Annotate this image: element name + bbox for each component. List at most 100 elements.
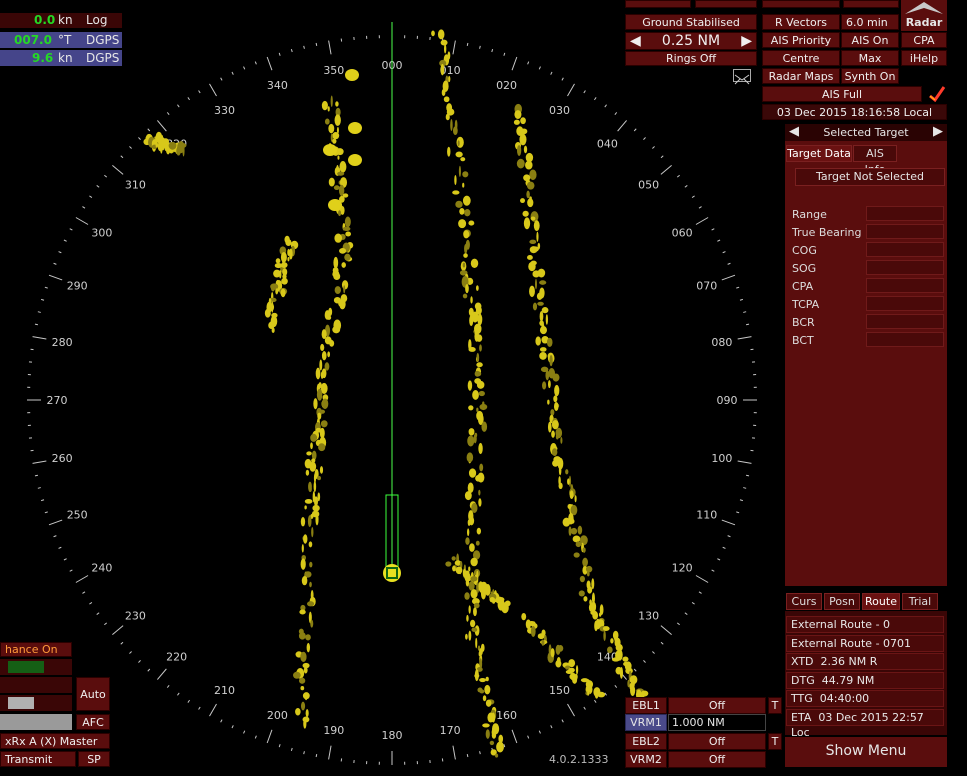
centre-button[interactable]: Centre (762, 50, 840, 66)
radar-echo (304, 498, 313, 504)
synth-on-button[interactable]: Synth On (841, 68, 899, 84)
vrm1-label[interactable]: VRM1 (625, 714, 667, 731)
vrm2-value[interactable]: Off (668, 751, 766, 768)
range-decrease-icon[interactable]: ◀ (630, 33, 641, 49)
cpa-button[interactable]: CPA (901, 32, 947, 48)
rings-button[interactable]: Rings Off (625, 51, 757, 66)
mail-icon[interactable] (733, 69, 751, 85)
radar-echo (516, 126, 524, 136)
radar-maps-button[interactable]: Radar Maps (762, 68, 840, 84)
field-bct-label: BCT (792, 334, 814, 347)
radar-echo (284, 235, 290, 244)
external-route-0701[interactable]: External Route - 0701 (786, 635, 944, 652)
tab-posn[interactable]: Posn (824, 593, 860, 610)
vrm1-value[interactable]: 1.000 NM (668, 714, 766, 731)
radar-echo (275, 258, 281, 264)
vrm2-label[interactable]: VRM2 (625, 751, 667, 768)
transceiver-select[interactable]: xRx A (X) Master (0, 733, 110, 749)
top-partial-button-4[interactable] (843, 0, 899, 8)
sp-button[interactable]: SP (78, 751, 110, 767)
auto-button[interactable]: Auto (76, 677, 110, 711)
radar-echo (314, 469, 319, 480)
radar-echo (465, 537, 470, 545)
show-menu-button[interactable]: Show Menu (785, 737, 947, 767)
top-partial-button-3[interactable] (762, 0, 840, 8)
radar-mode-button[interactable]: Radar (901, 0, 947, 31)
radar-echo (528, 261, 536, 272)
radar-echo (473, 434, 477, 444)
tab-ais-info[interactable]: AIS Info (853, 145, 897, 176)
transmit-button[interactable]: Transmit (0, 751, 76, 767)
radar-echo (535, 336, 541, 346)
tune-slider[interactable] (0, 714, 72, 730)
bearing-label: 080 (711, 336, 732, 349)
top-partial-button-1[interactable] (625, 0, 691, 8)
radar-echo (475, 474, 482, 482)
sea-clutter-slider[interactable] (0, 677, 72, 693)
radar-echo (575, 541, 582, 548)
bearing-tick (561, 719, 564, 723)
ihelp-button[interactable]: iHelp (901, 50, 947, 66)
bearing-tick (112, 164, 124, 175)
bearing-label: 070 (696, 279, 717, 292)
radar-echo (557, 457, 564, 470)
radar-echo (300, 516, 306, 527)
ais-on-button[interactable]: AIS On (841, 32, 899, 48)
radar-echo (319, 427, 325, 439)
radar-echo (468, 581, 475, 591)
bearing-tick (96, 185, 100, 188)
bearing-label: 280 (52, 336, 73, 349)
ais-priority-button[interactable]: AIS Priority (762, 32, 840, 48)
radar-echo (441, 89, 446, 96)
tab-curs[interactable]: Curs (786, 593, 822, 610)
radar-echo (313, 481, 317, 493)
radar-echo (445, 561, 452, 567)
tab-route[interactable]: Route (862, 593, 900, 610)
bearing-tick (452, 40, 456, 55)
ais-full-button[interactable]: AIS Full (762, 86, 922, 102)
bearing-tick (147, 668, 151, 672)
radar-echo (575, 665, 579, 675)
top-partial-button-2[interactable] (695, 0, 757, 8)
max-button[interactable]: Max (841, 50, 899, 66)
tab-trial[interactable]: Trial (902, 593, 938, 610)
ebl2-label[interactable]: EBL2 (625, 733, 667, 750)
ebl1-value[interactable]: Off (668, 697, 766, 714)
radar-echo (534, 278, 537, 290)
radar-echo (468, 220, 475, 226)
range-selector[interactable]: ◀ 0.25 NM ▶ (625, 32, 757, 50)
external-route-0[interactable]: External Route - 0 (786, 616, 944, 633)
ground-stabilised-button[interactable]: Ground Stabilised (625, 14, 757, 30)
bearing-tick (739, 298, 743, 301)
field-range-label: Range (792, 208, 827, 221)
target-prev-icon[interactable]: ◀ (789, 124, 799, 139)
radar-echo (475, 306, 482, 315)
radar-echo (494, 753, 499, 758)
ttg-row: TTG 04:40:00 (786, 690, 944, 707)
enhance-on-button[interactable]: hance On (0, 642, 72, 657)
afc-button[interactable]: AFC (76, 714, 110, 730)
radar-echo (443, 44, 447, 54)
radar-echo (479, 648, 483, 656)
r-vectors-button[interactable]: R Vectors (762, 14, 840, 30)
gain-slider[interactable] (0, 659, 72, 675)
ebl2-true-toggle[interactable]: T (768, 733, 782, 750)
bearing-tick (156, 668, 167, 680)
radar-echo (306, 451, 312, 456)
radar-echo (466, 614, 469, 622)
tab-target-data[interactable]: Target Data (786, 145, 852, 162)
bearing-tick (614, 684, 618, 688)
vector-time-field[interactable]: 6.0 min (841, 14, 899, 30)
range-increase-icon[interactable]: ▶ (741, 33, 752, 49)
target-next-icon[interactable]: ▶ (933, 124, 943, 139)
radar-echo (468, 428, 475, 436)
bearing-tick (48, 274, 63, 281)
ebl1-label[interactable]: EBL1 (625, 697, 667, 714)
ebl2-value[interactable]: Off (668, 733, 766, 750)
radar-echo (298, 677, 306, 684)
bearing-tick (156, 120, 167, 132)
ebl1-true-toggle[interactable]: T (768, 697, 782, 714)
alarm-ack-icon[interactable] (928, 84, 946, 103)
rain-clutter-slider[interactable] (0, 695, 72, 711)
